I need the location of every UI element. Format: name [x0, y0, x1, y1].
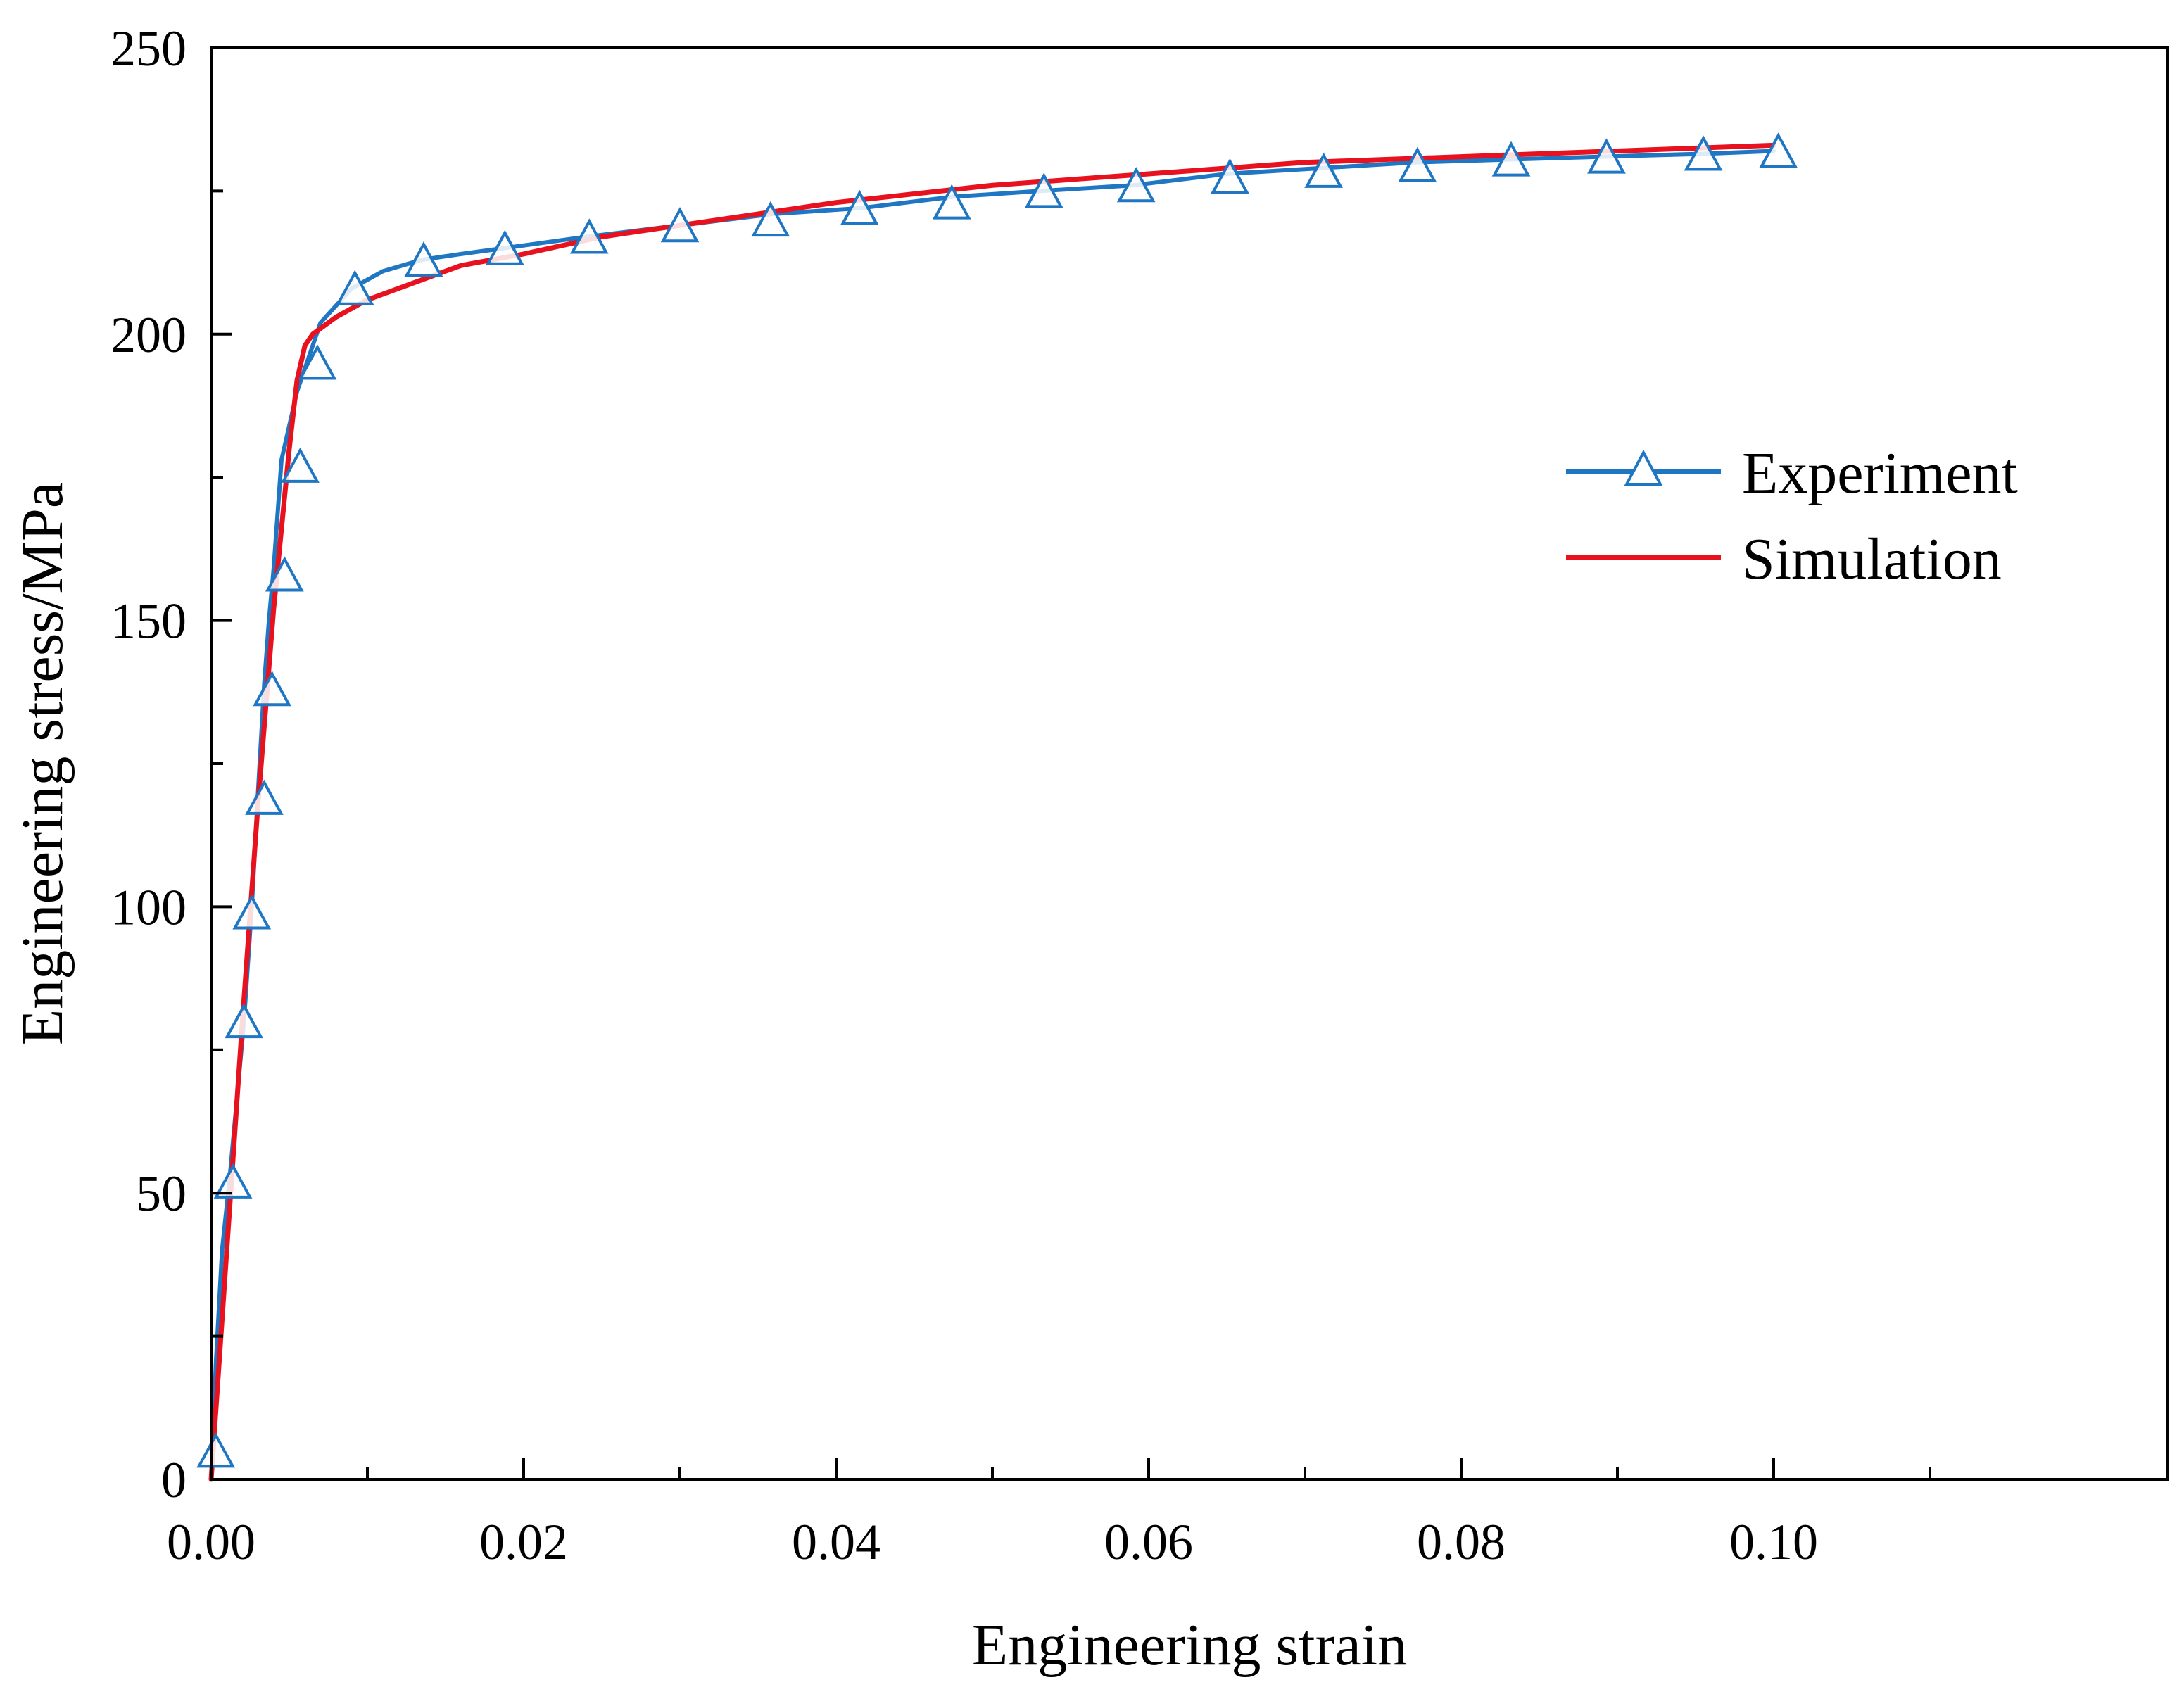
- experiment-data-point: [840, 189, 879, 225]
- y-tick-label: 200: [111, 307, 187, 363]
- x-tick-label: 0.06: [1104, 1514, 1193, 1570]
- experiment-data-point: [404, 241, 443, 277]
- experiment-data-point: [335, 270, 374, 305]
- experiment-data-point: [1398, 146, 1437, 182]
- experiment-data-point: [932, 184, 971, 220]
- experiment-data-point: [232, 894, 272, 930]
- y-axis-title: Engineering stress/MPa: [10, 482, 75, 1045]
- experiment-markers: [196, 132, 1798, 1468]
- legend-experiment-marker: [1624, 449, 1663, 486]
- experiment-data-point: [660, 207, 700, 243]
- experiment-data-point: [213, 1163, 253, 1199]
- experiment-data-point: [298, 344, 337, 380]
- experiment-data-point: [245, 779, 284, 815]
- y-axis-ticks: 0 50 100 150 200 250: [111, 20, 232, 1508]
- experiment-data-point: [225, 1002, 263, 1039]
- experiment-data-point: [1116, 167, 1156, 203]
- y-tick-label: 100: [111, 879, 187, 935]
- x-tick-label: 0.00: [167, 1514, 255, 1570]
- experiment-data-point: [265, 556, 304, 592]
- experiment-data-point: [1491, 141, 1531, 177]
- experiment-data-point: [196, 1432, 236, 1468]
- y-tick-label: 150: [111, 593, 187, 650]
- x-axis-title: Engineering strain: [972, 1612, 1407, 1678]
- experiment-data-point: [1684, 135, 1723, 171]
- simulation-series-line: [208, 142, 1776, 1482]
- experiment-data-point: [253, 671, 291, 707]
- legend: Experiment Simulation: [1566, 441, 2018, 592]
- legend-experiment-label: Experiment: [1742, 441, 2018, 506]
- experiment-data-point: [485, 229, 524, 265]
- x-axis-ticks: 0.00 0.02 0.04 0.06 0.08 0.10: [167, 1458, 1931, 1570]
- x-tick-label: 0.08: [1417, 1514, 1506, 1570]
- y-tick-label: 250: [111, 20, 187, 77]
- experiment-data-point: [569, 218, 609, 254]
- experiment-data-point: [1304, 152, 1344, 188]
- experiment-data-point: [751, 201, 790, 237]
- legend-simulation-label: Simulation: [1742, 526, 2002, 592]
- experiment-data-point: [1587, 138, 1626, 174]
- experiment-data-point: [1759, 132, 1798, 168]
- x-tick-label: 0.10: [1729, 1514, 1818, 1570]
- experiment-data-point: [281, 447, 320, 483]
- y-tick-label: 50: [136, 1165, 187, 1222]
- y-tick-label: 0: [161, 1452, 187, 1508]
- x-tick-label: 0.02: [479, 1514, 568, 1570]
- experiment-data-point: [1024, 172, 1063, 208]
- x-tick-label: 0.04: [792, 1514, 880, 1570]
- experiment-data-point: [1211, 158, 1249, 194]
